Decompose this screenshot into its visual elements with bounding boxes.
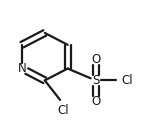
Text: O: O [91, 53, 100, 66]
Text: Cl: Cl [58, 104, 69, 117]
Text: O: O [91, 95, 100, 108]
Text: Cl: Cl [121, 74, 133, 87]
Text: N: N [18, 62, 26, 75]
Text: S: S [92, 74, 99, 87]
